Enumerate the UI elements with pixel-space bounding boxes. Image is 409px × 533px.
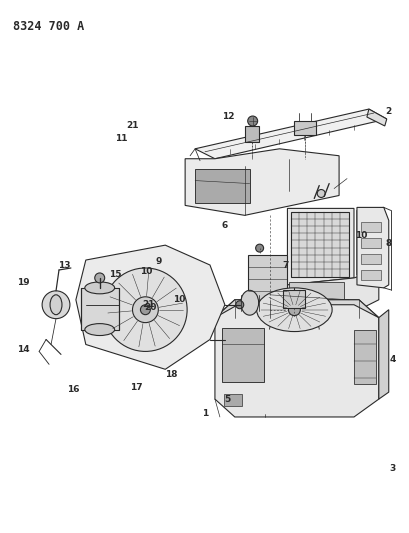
Text: 8: 8 <box>385 239 391 248</box>
Circle shape <box>360 239 366 245</box>
Circle shape <box>317 190 324 197</box>
Polygon shape <box>287 208 353 285</box>
Ellipse shape <box>85 324 115 336</box>
Polygon shape <box>289 282 343 306</box>
Polygon shape <box>283 290 305 308</box>
Text: 14: 14 <box>17 345 29 354</box>
Polygon shape <box>269 270 378 314</box>
Polygon shape <box>244 126 258 142</box>
Circle shape <box>360 261 366 267</box>
Circle shape <box>372 217 378 223</box>
Polygon shape <box>360 222 380 232</box>
Text: 12: 12 <box>221 111 234 120</box>
Text: 13: 13 <box>58 261 70 270</box>
Text: 17: 17 <box>130 383 142 392</box>
Polygon shape <box>195 168 249 204</box>
Text: 15: 15 <box>109 270 121 279</box>
Circle shape <box>140 305 150 314</box>
Polygon shape <box>223 394 241 406</box>
Polygon shape <box>195 109 386 159</box>
Polygon shape <box>366 109 386 126</box>
Polygon shape <box>353 329 375 384</box>
Text: 16: 16 <box>67 385 79 394</box>
Text: 18: 18 <box>164 370 177 379</box>
Circle shape <box>247 116 257 126</box>
Text: 10: 10 <box>140 268 152 277</box>
Polygon shape <box>76 245 224 369</box>
Text: 5: 5 <box>224 394 230 403</box>
Polygon shape <box>185 149 338 215</box>
Text: 6: 6 <box>221 221 227 230</box>
Ellipse shape <box>85 282 115 294</box>
Polygon shape <box>81 288 118 329</box>
Text: 4: 4 <box>389 355 395 364</box>
Text: 10: 10 <box>354 231 366 240</box>
Polygon shape <box>360 254 380 264</box>
Text: 1: 1 <box>201 409 208 418</box>
Circle shape <box>372 239 378 245</box>
Circle shape <box>42 291 70 319</box>
Polygon shape <box>214 300 378 318</box>
Text: 20: 20 <box>144 303 156 312</box>
Circle shape <box>372 228 378 234</box>
Circle shape <box>103 268 187 351</box>
Polygon shape <box>356 207 383 275</box>
Circle shape <box>288 304 300 316</box>
Polygon shape <box>356 207 388 288</box>
Circle shape <box>360 250 366 256</box>
Text: 19: 19 <box>17 278 29 287</box>
Polygon shape <box>294 121 315 135</box>
Circle shape <box>372 261 378 267</box>
Text: 8324 700 A: 8324 700 A <box>13 20 84 33</box>
Text: 3: 3 <box>389 464 395 473</box>
Text: 11: 11 <box>115 134 128 143</box>
Polygon shape <box>360 270 380 280</box>
Ellipse shape <box>240 290 258 315</box>
Circle shape <box>94 273 104 283</box>
Circle shape <box>255 244 263 252</box>
Circle shape <box>372 250 378 256</box>
Polygon shape <box>214 300 378 417</box>
Polygon shape <box>221 328 263 382</box>
Circle shape <box>360 228 366 234</box>
Text: 2: 2 <box>385 107 391 116</box>
Polygon shape <box>360 238 380 248</box>
Text: 21: 21 <box>126 122 138 131</box>
Polygon shape <box>247 255 287 303</box>
Circle shape <box>360 217 366 223</box>
Circle shape <box>235 301 243 309</box>
Ellipse shape <box>50 295 62 314</box>
Ellipse shape <box>256 288 331 332</box>
Text: 9: 9 <box>155 256 161 265</box>
Text: 10: 10 <box>173 295 185 304</box>
Text: 7: 7 <box>281 261 288 270</box>
Text: 21: 21 <box>142 300 154 309</box>
Polygon shape <box>291 212 348 277</box>
Circle shape <box>132 297 158 322</box>
Polygon shape <box>378 310 388 399</box>
